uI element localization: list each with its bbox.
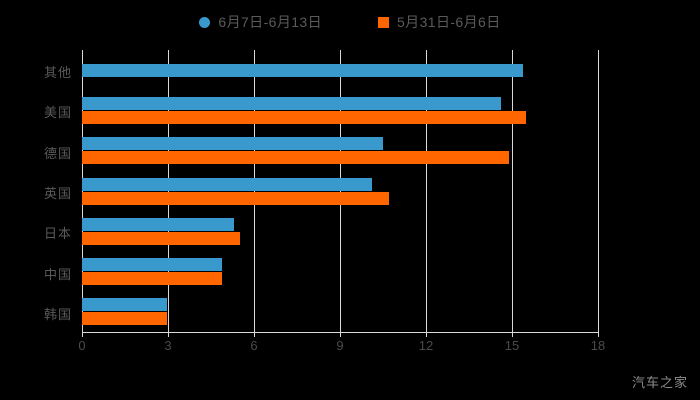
x-axis-tick [426, 332, 427, 337]
y-axis-category-label: 其他 [43, 65, 72, 81]
bar-series-2[interactable] [82, 231, 240, 245]
x-axis: 0 3 6 9 12 15 18 [78, 332, 605, 356]
y-axis-category-label: 美国 [43, 105, 72, 121]
y-axis-category-label: 日本 [43, 226, 72, 242]
bar-series-1[interactable] [82, 96, 501, 110]
x-axis-tick [82, 332, 83, 337]
legend-label-series-1: 6月7日-6月13日 [218, 14, 322, 30]
bar-series-1[interactable] [82, 63, 524, 77]
y-axis-category-labels: 其他美国德国英国日本中国韩国 [0, 50, 700, 332]
bar-series-2[interactable] [82, 272, 223, 286]
x-axis-tick-label: 9 [336, 338, 344, 353]
x-axis-tick-label: 0 [78, 338, 86, 353]
gridline [512, 50, 513, 332]
plot-area [82, 50, 599, 332]
x-axis-tick-label: 3 [164, 338, 172, 353]
bar-series-1[interactable] [82, 137, 383, 151]
bar-series-2[interactable] [82, 312, 167, 326]
y-axis-category-label: 德国 [43, 145, 72, 161]
gridline [426, 50, 427, 332]
bar-series-1[interactable] [82, 258, 223, 272]
gridline [340, 50, 341, 332]
legend-item-series-2[interactable]: 5月31日-6月6日 [378, 12, 501, 32]
x-axis-tick [340, 332, 341, 337]
gridline [598, 50, 599, 332]
square-marker-icon [378, 16, 389, 28]
bar-series-1[interactable] [82, 298, 167, 312]
legend-item-series-1[interactable]: 6月7日-6月13日 [199, 12, 322, 32]
bar-series-2[interactable] [82, 191, 389, 205]
circle-marker-icon [199, 16, 211, 28]
y-axis-category-label: 英国 [43, 186, 72, 201]
bar-series-1[interactable] [82, 177, 372, 191]
y-axis-category-label: 中国 [43, 266, 72, 282]
gridline [82, 50, 83, 332]
x-axis-tick [512, 332, 513, 337]
x-axis-tick-label: 18 [590, 338, 606, 353]
legend-label-series-2: 5月31日-6月6日 [397, 14, 501, 30]
gridline [168, 50, 169, 332]
bar-series-1[interactable] [82, 217, 234, 231]
x-axis-tick [168, 332, 169, 337]
x-axis-tick [598, 332, 599, 337]
x-axis-tick-label: 12 [418, 338, 434, 353]
bar-series-2[interactable] [82, 110, 527, 124]
x-axis-tick [254, 332, 255, 337]
y-axis-category-label: 韩国 [43, 306, 72, 322]
chart-legend: 6月7日-6月13日 5月31日-6月6日 [0, 8, 700, 36]
watermark: 汽车之家 [631, 375, 688, 390]
x-axis-tick-label: 6 [250, 338, 258, 353]
bar-series-2[interactable] [82, 151, 510, 165]
gridline [254, 50, 255, 332]
x-axis-tick-label: 15 [504, 338, 520, 353]
